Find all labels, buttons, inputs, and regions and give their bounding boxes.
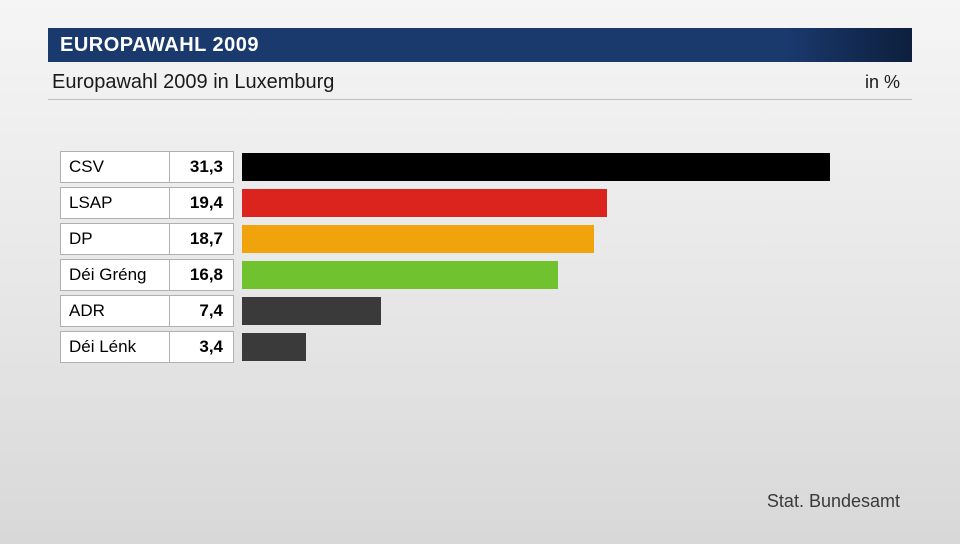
- unit-label: in %: [865, 72, 900, 93]
- party-value: 31,3: [170, 151, 234, 183]
- bar-track: [242, 331, 900, 363]
- party-label: DP: [60, 223, 170, 255]
- bar-fill: [242, 297, 381, 325]
- party-label: CSV: [60, 151, 170, 183]
- party-label: Déi Lénk: [60, 331, 170, 363]
- bar-track: [242, 151, 900, 183]
- bar-fill: [242, 189, 607, 217]
- party-value: 18,7: [170, 223, 234, 255]
- bar-track: [242, 187, 900, 219]
- party-label: Déi Gréng: [60, 259, 170, 291]
- bar-fill: [242, 225, 594, 253]
- bar-track: [242, 295, 900, 327]
- bar-fill: [242, 153, 830, 181]
- bar-row: DP18,7: [60, 222, 900, 256]
- bar-track: [242, 259, 900, 291]
- bar-row: ADR7,4: [60, 294, 900, 328]
- party-value: 16,8: [170, 259, 234, 291]
- chart-subtitle: Europawahl 2009 in Luxemburg: [52, 71, 334, 94]
- bar-fill: [242, 261, 558, 289]
- source-attribution: Stat. Bundesamt: [767, 491, 900, 512]
- subtitle-row: Europawahl 2009 in Luxemburg in %: [48, 66, 912, 100]
- party-value: 19,4: [170, 187, 234, 219]
- bar-row: CSV31,3: [60, 150, 900, 184]
- bar-row: LSAP19,4: [60, 186, 900, 220]
- party-value: 3,4: [170, 331, 234, 363]
- header-title: EUROPAWAHL 2009: [60, 34, 259, 57]
- party-value: 7,4: [170, 295, 234, 327]
- bar-track: [242, 223, 900, 255]
- bar-row: Déi Lénk3,4: [60, 330, 900, 364]
- bar-chart: CSV31,3LSAP19,4DP18,7Déi Gréng16,8ADR7,4…: [60, 150, 900, 366]
- party-label: ADR: [60, 295, 170, 327]
- party-label: LSAP: [60, 187, 170, 219]
- bar-row: Déi Gréng16,8: [60, 258, 900, 292]
- header-band: EUROPAWAHL 2009: [48, 28, 912, 62]
- bar-fill: [242, 333, 306, 361]
